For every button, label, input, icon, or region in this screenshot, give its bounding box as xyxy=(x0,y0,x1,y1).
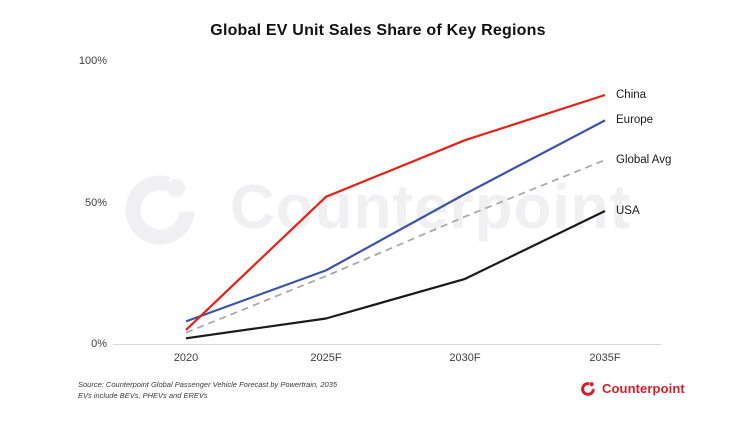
x-tick-2030f: 2030F xyxy=(449,352,481,364)
counterpoint-logo-icon xyxy=(581,381,595,396)
source-note-line2: EVs include BEVs, PHEVs and EREVs xyxy=(78,390,208,400)
y-tick-100: 100% xyxy=(78,55,107,67)
series-line-china xyxy=(185,93,606,331)
legend-label-global-avg: Global Avg xyxy=(616,154,672,167)
legend-label-china: China xyxy=(616,88,647,101)
y-tick-0: 0% xyxy=(91,338,107,350)
x-tick-2020: 2020 xyxy=(173,352,199,364)
x-tick-2025f: 2025F xyxy=(310,352,342,364)
source-note: Source: Counterpoint Global Passenger Ve… xyxy=(78,380,337,401)
counterpoint-brand: Counterpoint xyxy=(580,379,685,397)
legend-label-europe: Europe xyxy=(616,114,654,127)
x-tick-2035f: 2035F xyxy=(589,352,621,364)
series-line-europe xyxy=(185,119,606,323)
chart-title: Global EV Unit Sales Share of Key Region… xyxy=(210,22,546,39)
series-line-global-avg xyxy=(185,159,606,334)
counterpoint-brand-text: Counterpoint xyxy=(602,380,685,396)
source-note-line1: Source: Counterpoint Global Passenger Ve… xyxy=(78,380,338,389)
legend-label-usa: USA xyxy=(616,204,640,217)
series-line-usa xyxy=(185,210,606,340)
y-tick-50: 50% xyxy=(84,197,107,209)
